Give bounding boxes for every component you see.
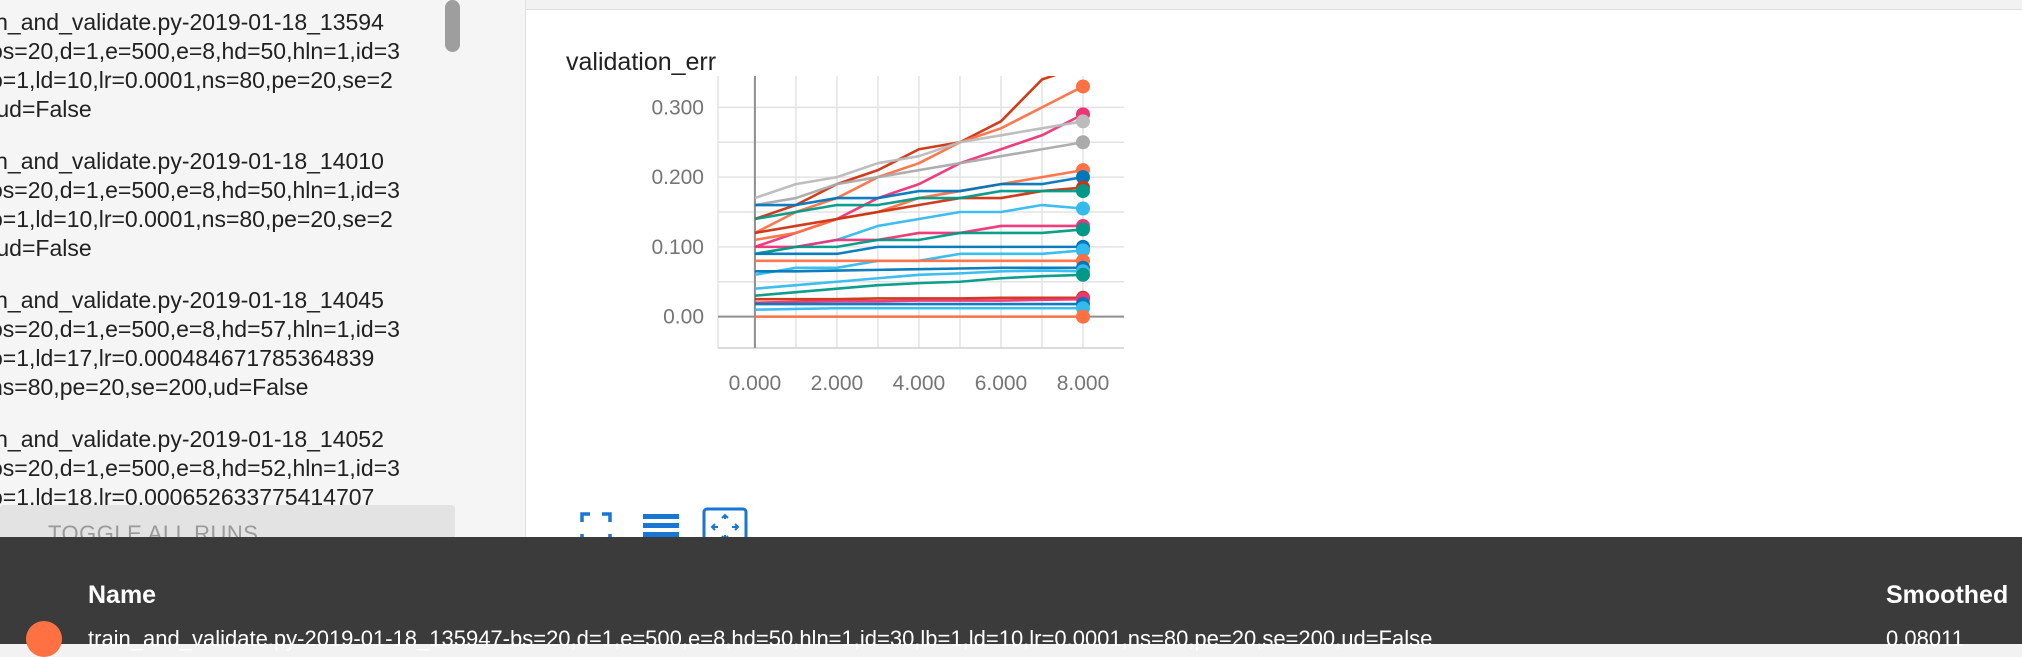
chart-title: validation_err	[566, 48, 717, 76]
run-item[interactable]: in_and_validate.py-2019-01-18_14052 os=2…	[0, 425, 445, 512]
tooltip-smoothed-header: Smoothed	[1886, 581, 2009, 609]
y-tick-label: 0.00	[663, 306, 704, 329]
run-label-line: o=1,ld=10,lr=0.0001,ns=80,pe=20,se=2	[0, 67, 393, 93]
series-endpoint-dot	[1075, 79, 1090, 94]
series-endpoint-dot	[1075, 243, 1090, 258]
tooltip-name-header: Name	[88, 581, 157, 609]
series-endpoint-dot	[1075, 170, 1090, 185]
run-label-line: os=20,d=1,e=500,e=8,hd=50,hln=1,id=3	[0, 38, 400, 64]
run-label-line: in_and_validate.py-2019-01-18_14045	[0, 287, 384, 313]
run-label-line: ,ud=False	[0, 96, 92, 122]
series-line	[754, 228, 1084, 256]
chart-series	[754, 76, 1084, 318]
series-line	[754, 273, 1084, 297]
run-label-line: o=1,ld=10,lr=0.0001,ns=80,pe=20,se=2	[0, 206, 393, 232]
y-tick-label: 0.300	[651, 96, 704, 119]
run-label-line: os=20,d=1,e=500,e=8,hd=57,hln=1,id=3	[0, 316, 400, 342]
series-line	[754, 175, 1084, 207]
line-chart[interactable]: 0.000 2.000 4.000 6.000 8.000 0.00 0.100 0.200 0…	[526, 0, 2022, 600]
series-endpoint-dot	[1075, 222, 1090, 237]
x-tick-label: 4.000	[893, 372, 946, 395]
series-line	[754, 189, 1083, 221]
series-line	[754, 140, 1084, 207]
run-item[interactable]: in_and_validate.py-2019-01-18_14010 os=2…	[0, 147, 445, 263]
main-area: validation_err 0.000 2.000 4.000 6.000 8.000…	[525, 0, 2022, 644]
series-endpoint-dot	[1075, 135, 1090, 150]
series-line	[754, 296, 1083, 301]
chart-tooltip: Name Smoothed train_and_validate.py-2019…	[0, 537, 2022, 657]
tooltip-series-swatch	[26, 621, 62, 657]
run-item[interactable]: in_and_validate.py-2019-01-18_14045 os=2…	[0, 286, 445, 402]
tooltip-run-name: train_and_validate.py-2019-01-18_135947-…	[88, 626, 1433, 651]
chart-endpoints	[1075, 79, 1090, 324]
fullscreen-button[interactable]	[578, 510, 614, 546]
card-divider	[526, 0, 2022, 10]
y-tick-label: 0.200	[651, 166, 704, 189]
series-endpoint-dot	[1075, 267, 1090, 282]
y-tick-label: 0.100	[651, 236, 704, 259]
chart-tick-labels: 0.000 2.000 4.000 6.000 8.000 0.00 0.100 0.200 0…	[651, 96, 1109, 395]
series-line	[754, 76, 1057, 221]
series-line	[754, 186, 1084, 235]
tooltip-smoothed-value: 0.08011	[1886, 626, 1964, 651]
series-line	[754, 85, 1084, 235]
run-label-line: ns=80,pe=20,se=200,ud=False	[0, 374, 309, 400]
run-label-line: in_and_validate.py-2019-01-18_14052	[0, 426, 384, 452]
run-label-line: ,ud=False	[0, 235, 92, 261]
run-label-line: in_and_validate.py-2019-01-18_14010	[0, 148, 384, 174]
series-endpoint-dot	[1075, 201, 1090, 216]
x-tick-label: 2.000	[811, 372, 864, 395]
runs-list: in_and_validate.py-2019-01-18_13594 os=2…	[0, 8, 445, 535]
series-line	[754, 120, 1084, 200]
series-line	[754, 224, 1083, 249]
series-line	[754, 245, 1083, 256]
series-line	[754, 269, 1084, 291]
runs-scrollbar[interactable]	[445, 0, 460, 52]
run-label-line: os=20,d=1,e=500,e=8,hd=52,hln=1,id=3	[0, 455, 400, 481]
series-endpoint-dot	[1075, 184, 1090, 199]
series-line	[754, 297, 1084, 304]
series-endpoint-dot	[1075, 309, 1090, 324]
run-label-line: os=20,d=1,e=500,e=8,hd=50,hln=1,id=3	[0, 177, 400, 203]
series-endpoint-dot	[1075, 114, 1090, 129]
run-label-line: o=1,ld=17,lr=0.000484671785364839	[0, 345, 375, 371]
series-line	[754, 306, 1083, 311]
series-line	[754, 266, 1083, 273]
fullscreen-icon	[580, 512, 612, 544]
run-label-line: in_and_validate.py-2019-01-18_13594	[0, 9, 384, 35]
x-tick-label: 6.000	[975, 372, 1028, 395]
x-tick-label: 0.000	[729, 372, 782, 395]
chart-card: validation_err 0.000 2.000 4.000 6.000 8.000…	[525, 0, 2022, 600]
run-item[interactable]: in_and_validate.py-2019-01-18_13594 os=2…	[0, 8, 445, 124]
x-tick-label: 8.000	[1057, 372, 1110, 395]
